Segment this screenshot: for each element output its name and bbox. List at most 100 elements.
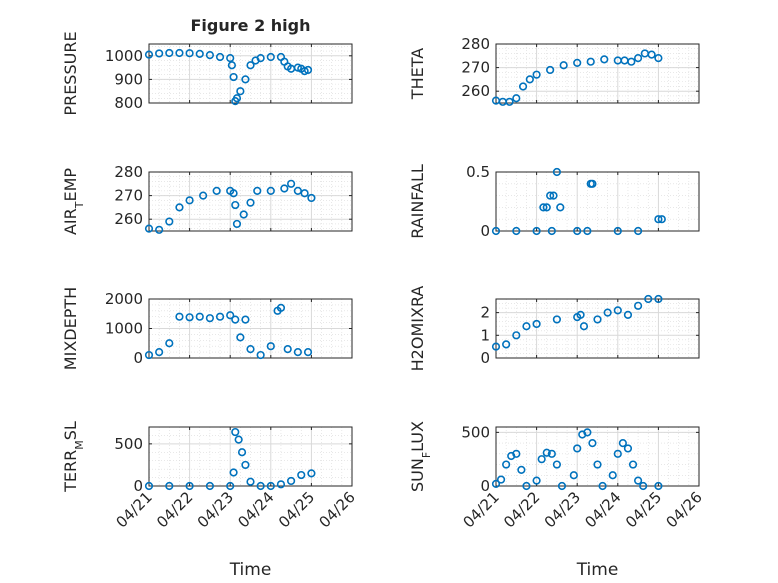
y-tick-label: 1000 [105,320,143,338]
data-point [236,87,245,96]
x-tick-label: 04/22 [153,488,196,531]
data-point [185,196,194,205]
tick-marks [495,299,700,359]
y-axis-label: AIRTEMP [61,168,86,235]
data-point [512,449,521,458]
data-point [266,52,275,62]
data-point [633,301,643,310]
series-markers [144,48,313,106]
series-markers [491,49,663,106]
axes-box [495,426,700,487]
data-point [647,50,656,59]
data-point [303,65,313,75]
data-point [639,481,648,491]
x-tick-label: 04/26 [663,488,706,531]
x-axis-label: Time [229,560,272,580]
chart-panel-4: 0 0.5 RAINFALL [408,163,700,240]
data-point [633,476,643,485]
y-tick-label: 900 [114,70,143,88]
data-point [613,449,622,458]
x-tick-label: 04/23 [541,488,584,531]
series-markers [491,294,663,351]
data-point [266,481,275,491]
data-point [547,226,556,236]
data-point [539,203,548,212]
y-tick-label: 0 [133,349,143,367]
y-axis-label: RAINFALL [408,164,427,239]
data-point [144,50,154,59]
data-point [234,435,243,444]
data-point [628,460,638,469]
data-point [283,345,292,354]
data-point [144,350,154,360]
x-tick-label: 04/24 [234,488,277,531]
data-point [232,94,242,103]
series-markers [144,179,316,234]
data-point [227,61,236,70]
data-point [175,48,184,58]
y-label-group: MIXDEPTH [61,287,80,370]
x-tick-label: 04/24 [581,488,624,531]
y-tick-label: 0 [480,477,490,495]
data-point [175,312,184,321]
data-point [600,55,609,64]
axes-box [148,43,353,104]
data-point [532,476,541,485]
data-point [491,226,501,236]
y-tick-label: 260 [114,210,143,228]
data-point [537,455,546,464]
y-label-group: H2OMIXRA [408,286,427,372]
data-point [579,322,589,331]
data-point [165,48,174,58]
data-point [583,226,592,236]
plot-area [149,172,352,231]
data-point [232,219,242,229]
data-point [586,57,595,66]
data-point [623,444,633,453]
y-tick-label: 270 [114,187,143,205]
data-point [226,311,235,320]
data-point [549,191,558,200]
data-point [293,348,302,357]
data-point [654,215,663,224]
data-point [525,75,534,84]
data-point [576,310,585,319]
data-point [246,345,255,354]
data-point [573,444,582,453]
data-point [644,294,653,304]
data-point [502,340,511,349]
data-point [256,54,265,63]
data-point [593,460,602,469]
data-point [654,481,663,491]
data-point [205,314,214,323]
y-tick-label: 280 [461,35,490,53]
y-label-group: SUNFLUX [408,421,433,492]
data-point [517,465,526,475]
data-point [307,469,316,478]
data-point [512,226,521,236]
data-point [226,54,235,63]
y-tick-label: 270 [461,59,490,77]
y-label-group: TERRMSL [61,421,86,493]
data-point [144,481,154,491]
y-tick-label: 500 [114,435,143,453]
y-tick-label: 0.5 [466,163,490,181]
data-point [287,179,296,188]
x-tick-label: 04/23 [194,488,237,531]
data-point [155,225,164,234]
y-tick-label: 0 [133,477,143,495]
data-point [237,448,247,457]
data-point [654,294,663,304]
x-tick-label: 04/22 [500,488,543,531]
y-axis-label: PRESSURE [61,31,80,115]
data-point [155,348,164,357]
axes-box [148,426,353,487]
data-point [195,312,204,321]
data-point [144,224,154,233]
chart-panel-6: 0 1 2 H2OMIXRA [408,286,700,372]
data-point [552,167,562,177]
data-point [266,186,275,195]
series-markers [144,303,313,360]
data-point [307,193,316,203]
data-point [246,61,255,70]
